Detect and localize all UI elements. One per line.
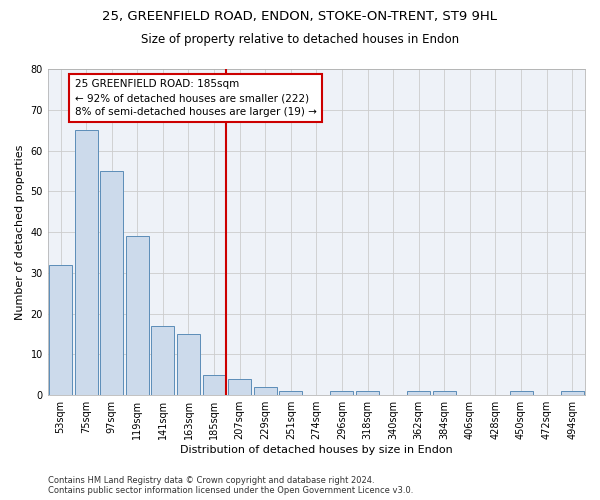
Bar — [560, 391, 584, 395]
Bar — [331, 391, 353, 395]
Y-axis label: Number of detached properties: Number of detached properties — [15, 144, 25, 320]
Bar — [151, 326, 175, 395]
Bar — [126, 236, 149, 395]
Bar — [280, 391, 302, 395]
Text: 25 GREENFIELD ROAD: 185sqm
← 92% of detached houses are smaller (222)
8% of semi: 25 GREENFIELD ROAD: 185sqm ← 92% of deta… — [74, 79, 317, 117]
Bar — [203, 375, 226, 395]
X-axis label: Distribution of detached houses by size in Endon: Distribution of detached houses by size … — [180, 445, 453, 455]
Bar — [74, 130, 98, 395]
Bar — [433, 391, 456, 395]
Bar — [407, 391, 430, 395]
Text: Contains HM Land Registry data © Crown copyright and database right 2024.
Contai: Contains HM Land Registry data © Crown c… — [48, 476, 413, 495]
Bar — [177, 334, 200, 395]
Bar — [49, 264, 72, 395]
Text: 25, GREENFIELD ROAD, ENDON, STOKE-ON-TRENT, ST9 9HL: 25, GREENFIELD ROAD, ENDON, STOKE-ON-TRE… — [103, 10, 497, 23]
Bar — [254, 387, 277, 395]
Bar — [100, 171, 123, 395]
Text: Size of property relative to detached houses in Endon: Size of property relative to detached ho… — [141, 32, 459, 46]
Bar — [228, 379, 251, 395]
Bar — [356, 391, 379, 395]
Bar — [509, 391, 533, 395]
